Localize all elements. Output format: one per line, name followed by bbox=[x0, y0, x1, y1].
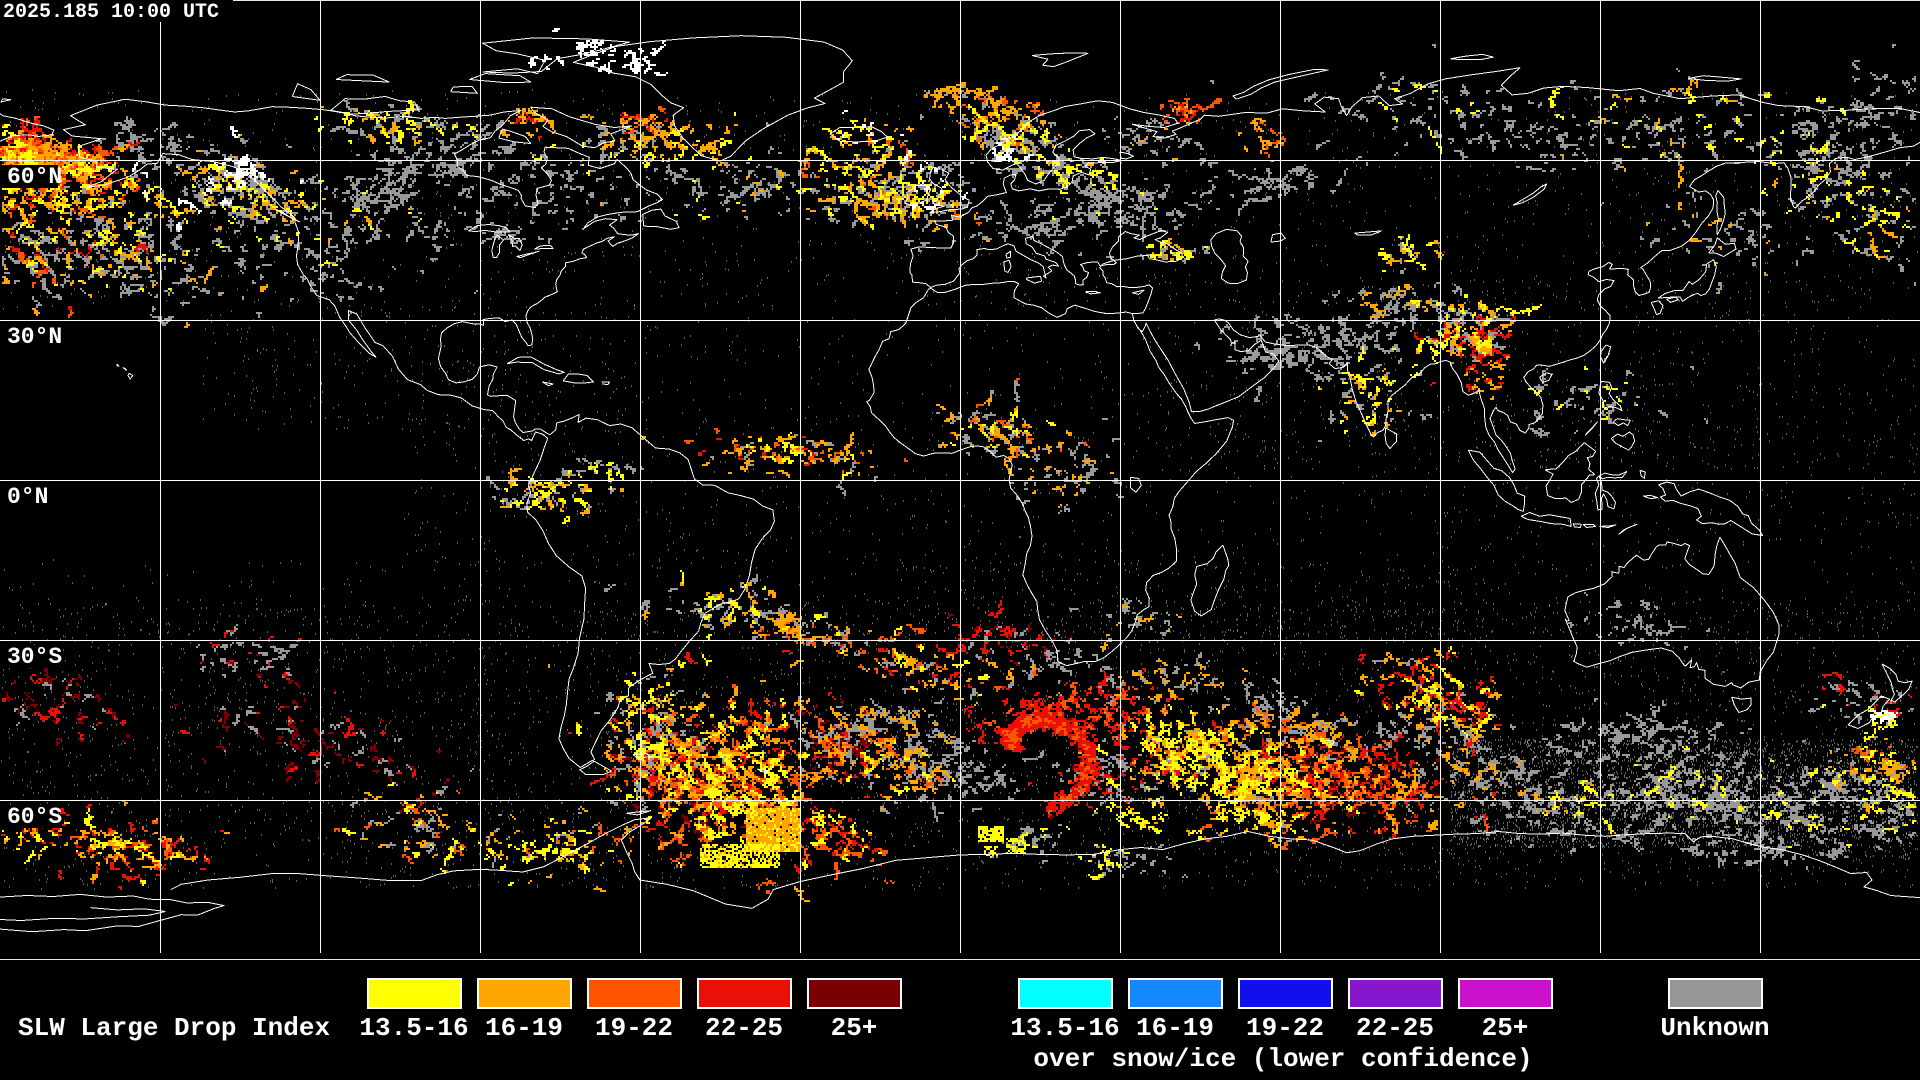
svg-text:60°S: 60°S bbox=[7, 804, 62, 830]
svg-text:16-19: 16-19 bbox=[1136, 1013, 1214, 1043]
svg-text:2025.185 10:00 UTC: 2025.185 10:00 UTC bbox=[3, 1, 219, 24]
svg-text:19-22: 19-22 bbox=[595, 1013, 673, 1043]
svg-text:30°N: 30°N bbox=[7, 324, 62, 350]
svg-text:over snow/ice (lower confidenc: over snow/ice (lower confidence) bbox=[1033, 1044, 1532, 1074]
svg-text:16-19: 16-19 bbox=[485, 1013, 563, 1043]
svg-text:19-22: 19-22 bbox=[1246, 1013, 1324, 1043]
svg-text:13.5-16: 13.5-16 bbox=[1010, 1013, 1119, 1043]
svg-text:30°S: 30°S bbox=[7, 644, 62, 670]
svg-text:Unknown: Unknown bbox=[1660, 1013, 1769, 1043]
svg-text:22-25: 22-25 bbox=[1356, 1013, 1434, 1043]
svg-text:22-25: 22-25 bbox=[705, 1013, 783, 1043]
svg-text:SLW Large Drop Index: SLW Large Drop Index bbox=[18, 1013, 330, 1043]
svg-text:25+: 25+ bbox=[1482, 1013, 1529, 1043]
svg-text:13.5-16: 13.5-16 bbox=[359, 1013, 468, 1043]
svg-text:0°N: 0°N bbox=[7, 484, 48, 510]
svg-text:25+: 25+ bbox=[831, 1013, 878, 1043]
svg-text:60°N: 60°N bbox=[7, 164, 62, 190]
